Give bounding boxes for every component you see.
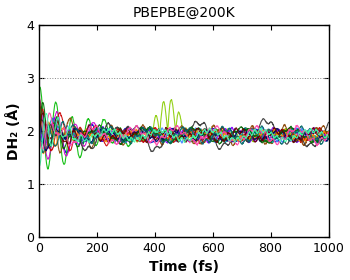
Title: PBEPBE@200K: PBEPBE@200K — [132, 6, 235, 20]
X-axis label: Time (fs): Time (fs) — [149, 260, 219, 274]
Y-axis label: DH₂ (Å): DH₂ (Å) — [6, 102, 21, 160]
